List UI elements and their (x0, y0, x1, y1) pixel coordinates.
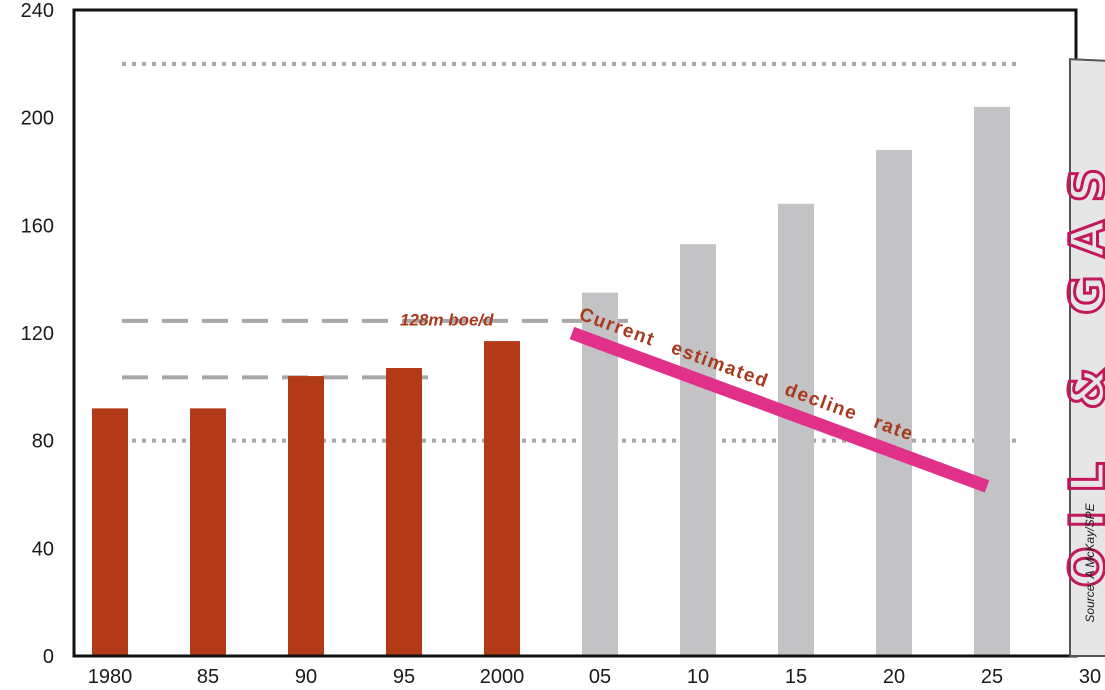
decline-label: Current estimated decline rate (576, 304, 916, 446)
x-tick-label: 15 (785, 666, 807, 688)
bar-85 (190, 408, 226, 656)
bar-2000 (484, 341, 520, 656)
bar-95 (386, 367, 422, 656)
reference-lines (122, 61, 1020, 443)
y-axis-ticks: 0 40 80 120 160 200 240 (21, 0, 54, 668)
logo-box (1069, 58, 1105, 657)
source-note: Source: A McKay/SPE (1083, 502, 1097, 622)
x-tick-label: 25 (981, 666, 1003, 688)
y-tick-label: 240 (21, 0, 54, 22)
y-tick-label: 80 (32, 431, 54, 453)
decline-line (569, 326, 990, 493)
bars (92, 106, 1010, 657)
x-tick-label: 20 (883, 666, 905, 688)
y-tick-label: 0 (43, 646, 54, 668)
x-tick-label: 85 (197, 666, 219, 688)
oil-gas-logo: OIL & GAS (1059, 58, 1105, 657)
y-tick-label: 160 (21, 215, 54, 237)
x-tick-label: 10 (687, 666, 709, 688)
x-axis-ticks: 1980 85 90 95 2000 05 10 15 20 25 30 (88, 666, 1101, 688)
decline-label-text: Current estimated decline rate (576, 304, 915, 446)
bar-15 (778, 203, 814, 657)
bar-25 (974, 106, 1010, 656)
x-tick-label: 2000 (480, 666, 525, 688)
x-tick-label: 1980 (88, 666, 133, 688)
x-tick-label: 05 (589, 666, 611, 688)
x-tick-label: 90 (295, 666, 317, 688)
bar-10 (680, 244, 716, 657)
logo-text: OIL & GAS (1060, 150, 1105, 588)
x-tick-label: 30 (1079, 666, 1101, 688)
bar-20 (876, 149, 912, 656)
y-tick-label: 200 (21, 108, 54, 130)
x-tick-label: 95 (393, 666, 415, 688)
bar-1980 (92, 408, 128, 656)
capacity-annotation: 128m boe/d (400, 310, 494, 329)
y-tick-label: 40 (32, 538, 54, 560)
y-tick-label: 120 (21, 323, 54, 345)
bar-90 (288, 376, 324, 656)
